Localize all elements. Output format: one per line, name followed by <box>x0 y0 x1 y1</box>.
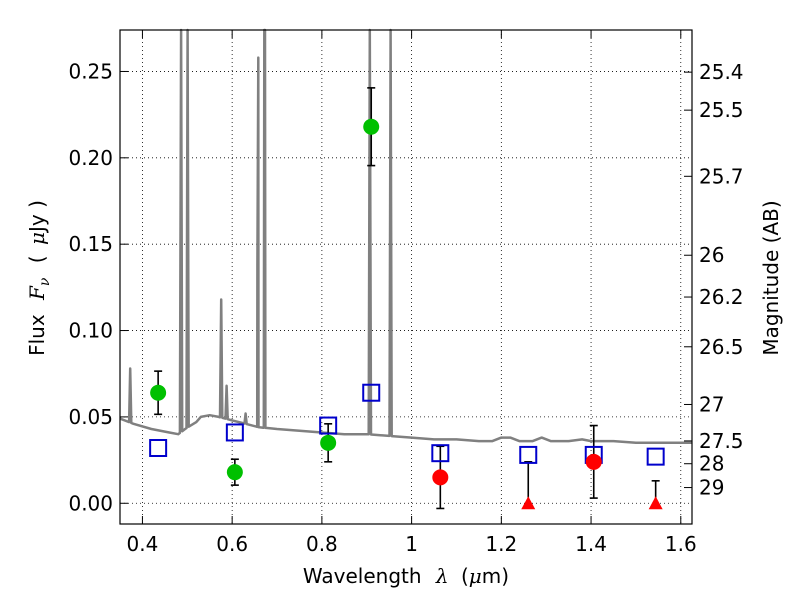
plot-frame <box>119 29 693 525</box>
error-bars <box>154 87 660 510</box>
magnitude-tick-label: 27.5 <box>699 429 744 453</box>
right-axis-label: Magnitude (AB) <box>759 200 783 355</box>
grid <box>120 30 692 524</box>
magnitude-tick-label: 25.5 <box>699 98 744 122</box>
model-flux-square <box>149 439 168 457</box>
optical-detection-point <box>226 464 243 481</box>
magnitude-tick-label: 28 <box>699 452 724 476</box>
optical-detection-point <box>150 384 167 401</box>
optical-detection-point <box>363 118 380 135</box>
x-tick-label: 1 <box>405 532 418 556</box>
magnitude-tick-label: 26.5 <box>699 335 744 359</box>
upper-limit-triangle <box>648 496 663 510</box>
y-tick-label: 0.20 <box>68 146 113 170</box>
observed-photometry <box>150 118 663 510</box>
nir-detection-point <box>432 469 449 486</box>
upper-limit-triangle <box>521 496 536 510</box>
x-axis-label: Wavelength λ (μm) <box>303 564 509 588</box>
magnitude-tick-label: 29 <box>699 476 724 500</box>
x-tick-label: 1.2 <box>485 532 517 556</box>
model-flux-square <box>519 445 538 464</box>
axis-ticks: 0.4 0.6 0.8 1 1.2 1.4 1.6 0.00 0.05 0.10 0.15 0.20 0… <box>68 30 744 556</box>
sed-model-curve <box>119 28 692 445</box>
y-tick-label: 0.15 <box>68 232 113 256</box>
magnitude-tick-label: 25.7 <box>699 164 744 188</box>
model-flux-square <box>319 416 338 435</box>
x-tick-label: 0.4 <box>127 532 159 556</box>
optical-detection-point <box>320 434 337 451</box>
y-tick-label: 0.00 <box>68 491 113 515</box>
y-tick-label: 0.10 <box>68 319 113 343</box>
model-photometry-squares <box>149 383 665 466</box>
y-axis-label: Flux Fν ( μJy ) <box>25 200 54 356</box>
model-flux-square <box>225 423 244 442</box>
magnitude-tick-label: 27 <box>699 392 724 416</box>
x-tick-label: 0.8 <box>306 532 338 556</box>
model-flux-square <box>362 383 381 402</box>
magnitude-tick-label: 25.4 <box>699 60 744 84</box>
sed-spectrum-line <box>119 28 692 445</box>
x-tick-label: 1.4 <box>575 532 607 556</box>
model-flux-square <box>431 444 450 463</box>
y-tick-label: 0.25 <box>68 59 113 83</box>
y-tick-label: 0.05 <box>68 405 113 429</box>
magnitude-tick-label: 26 <box>699 243 724 267</box>
x-tick-label: 1.6 <box>665 532 697 556</box>
magnitude-tick-label: 26.2 <box>699 285 744 309</box>
nir-detection-point <box>585 453 602 470</box>
model-flux-square <box>646 447 665 466</box>
x-tick-label: 0.6 <box>216 532 248 556</box>
